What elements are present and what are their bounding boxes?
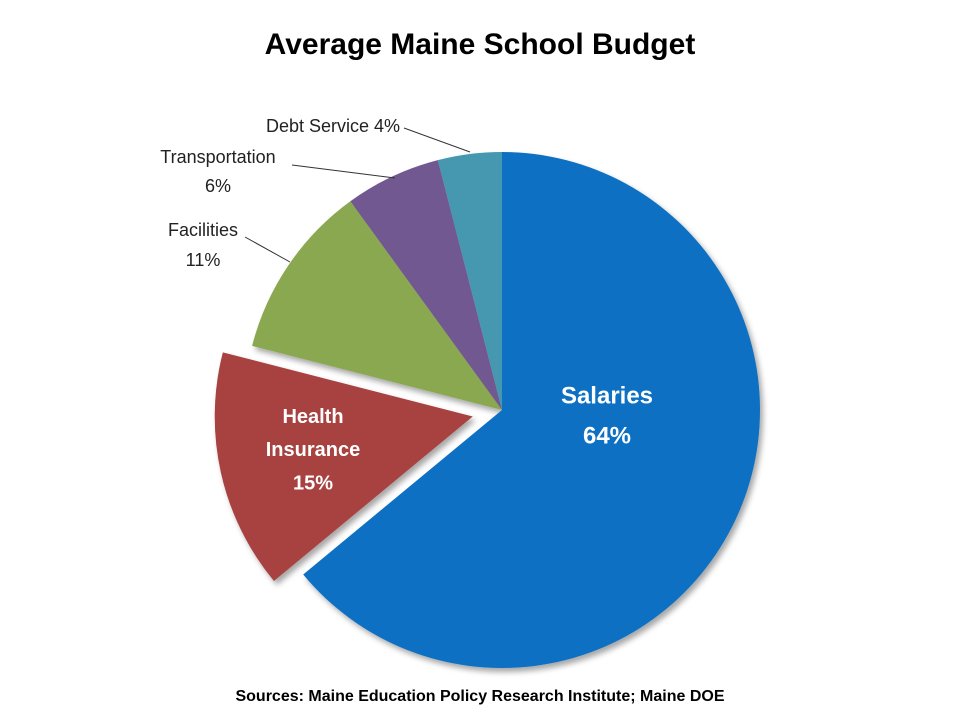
value-label: 11% [186, 250, 221, 270]
pie [214, 152, 760, 668]
leader-line [291, 164, 396, 179]
labels: Salaries 64% Health Insurance 15% Facilities 1… [160, 116, 653, 495]
value-label: 64% [583, 422, 631, 449]
category-label: Transportation [160, 147, 275, 167]
leader-line [403, 127, 471, 153]
value-label: 15% [293, 472, 333, 494]
chart-title: Average Maine School Budget [265, 28, 696, 61]
category-label: Facilities [168, 220, 238, 240]
source-note: Sources: Maine Education Policy Research… [235, 688, 724, 705]
pie-slice [214, 352, 473, 581]
pie-slice [252, 201, 502, 410]
pie-slice [303, 152, 760, 668]
pie-slice [437, 152, 502, 410]
value-label: 4% [374, 116, 400, 136]
value-label: 6% [205, 176, 231, 196]
pie-slice [350, 160, 502, 410]
leader-line [244, 236, 291, 263]
category-label: Health Insurance [266, 406, 360, 461]
category-label: Salaries [561, 382, 653, 409]
category-label: Debt Service [266, 116, 369, 136]
